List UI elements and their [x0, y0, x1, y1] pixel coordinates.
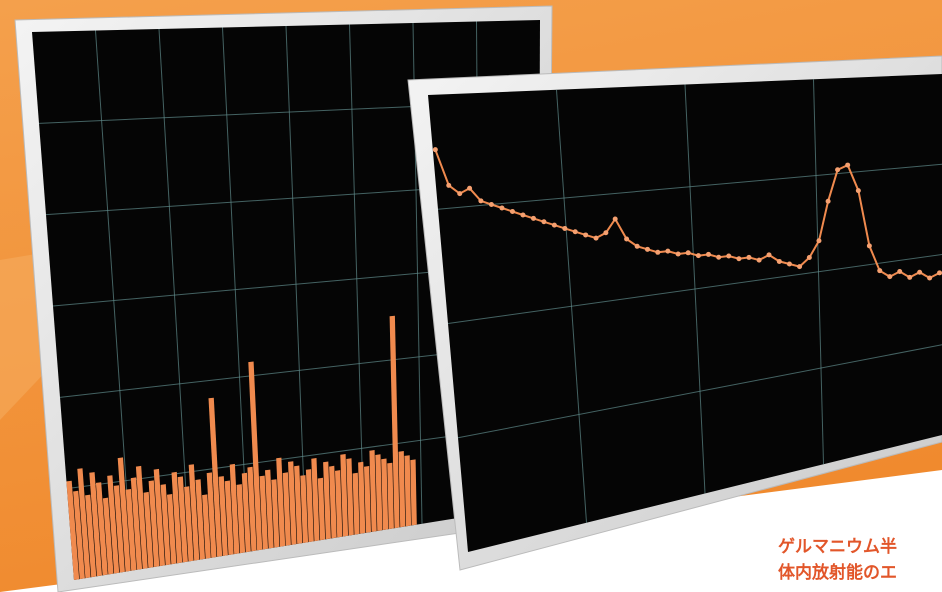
spectrum-point [686, 250, 691, 255]
spectrum-point [816, 238, 821, 243]
spectrum-point [696, 253, 701, 258]
spectrum-point [716, 255, 721, 260]
spectrum-point [676, 252, 681, 257]
spectrum-point [583, 232, 588, 237]
spectrum-point [917, 270, 922, 275]
spectrum-point [489, 202, 494, 207]
spectrum-point [797, 264, 802, 269]
spectrum-point [562, 226, 567, 231]
spectrum-point [531, 216, 536, 221]
spectrum-point [777, 259, 782, 264]
spectrum-point [736, 256, 741, 261]
spectrum-point [603, 230, 608, 235]
spectrum-point [510, 209, 515, 214]
spectrum-point [433, 147, 438, 152]
spectrum-point [594, 236, 599, 241]
scene: ゲルマニウム半 体内放射能のエ [0, 0, 942, 592]
spectrum-point [655, 250, 660, 255]
spectrum-point [499, 206, 504, 211]
spectrum-point [645, 247, 650, 252]
spectrum-point [613, 216, 618, 221]
spectrum-point [457, 191, 462, 196]
page: ゲルマニウム半 体内放射能のエ (() => { const data = JS… [0, 0, 942, 592]
spectrum-point [541, 219, 546, 224]
spectrum-point [835, 167, 840, 172]
spectrum-point [478, 198, 483, 203]
spectrum-point [746, 255, 751, 260]
caption-line: ゲルマニウム半 [778, 536, 897, 557]
spectrum-point [635, 244, 640, 249]
spectrum-point [826, 199, 831, 204]
spectrum-point [624, 237, 629, 242]
spectrum-point [907, 275, 912, 280]
screen [428, 74, 942, 552]
spectrum-point [767, 252, 772, 257]
spectrum-point [887, 274, 892, 279]
spectrum-point [520, 212, 525, 217]
spectrum-point [726, 253, 731, 258]
spectrum-point [807, 255, 812, 260]
caption-line: 体内放射能のエ [778, 562, 897, 583]
spectrum-point [897, 269, 902, 274]
spectrum-point [552, 223, 557, 228]
spectrum-point [937, 270, 942, 275]
spectrum-point [877, 268, 882, 273]
spectrum-point [927, 276, 932, 281]
spectrum-point [573, 229, 578, 234]
spectrum-point [706, 252, 711, 257]
spectrum-point [446, 183, 451, 188]
spectrum-point [787, 262, 792, 267]
spectrum-point [757, 258, 762, 263]
spectrum-point [467, 186, 472, 191]
spectrum-point [856, 188, 861, 193]
spectrum-point [867, 243, 872, 248]
spectrum-point [665, 249, 670, 254]
spectrum-point [845, 163, 850, 168]
